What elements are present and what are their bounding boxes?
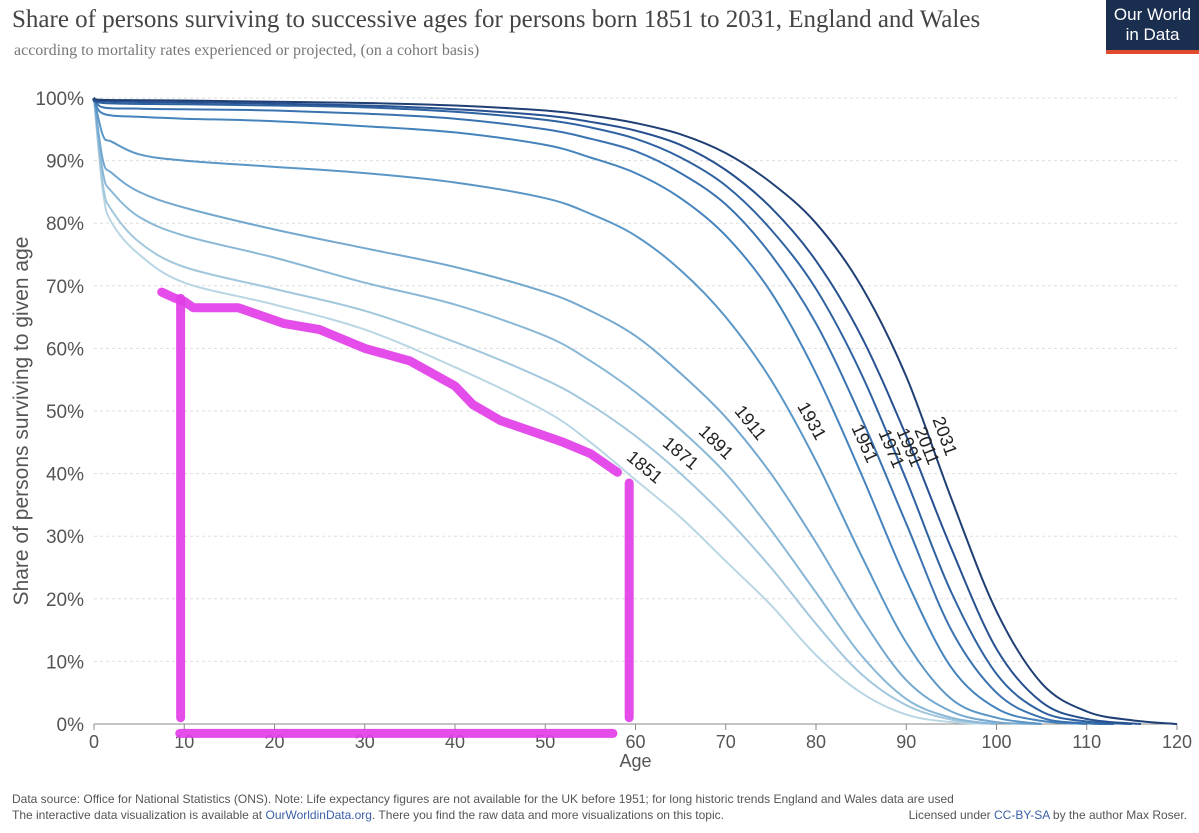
owid-logo[interactable]: Our World in Data xyxy=(1106,0,1199,54)
grid-lines xyxy=(94,97,1177,725)
x-tick-label: 90 xyxy=(896,732,916,752)
series-line-1871[interactable] xyxy=(93,97,997,725)
series-label-1931: 1931 xyxy=(793,398,830,443)
logo-accent-bar xyxy=(1106,50,1199,54)
x-tick-label: 0 xyxy=(89,732,99,752)
x-tick-label: 120 xyxy=(1162,732,1192,752)
y-tick-label: 50% xyxy=(46,402,84,423)
series-label-1951: 1951 xyxy=(847,421,882,466)
y-axis-ticks: 0% 10% 20% 30% 40% 50% 60% 70% 80% 90% 100% xyxy=(35,89,84,736)
license-prefix: Licensed under xyxy=(908,808,995,822)
x-axis-label: Age xyxy=(619,751,651,771)
x-tick-label: 110 xyxy=(1072,732,1101,752)
y-tick-label: 30% xyxy=(46,527,84,548)
x-tick-label: 60 xyxy=(625,732,645,752)
highlight-curve xyxy=(157,287,622,477)
interactive-prefix: The interactive data visualization is av… xyxy=(12,808,266,822)
chart-title: Share of persons surviving to successive… xyxy=(12,6,981,33)
series-line-1911[interactable] xyxy=(93,97,1042,725)
footer-interactive: The interactive data visualization is av… xyxy=(12,808,724,822)
footer-license: Licensed under CC-BY-SA by the author Ma… xyxy=(909,808,1187,822)
series-line-1891[interactable] xyxy=(93,97,997,725)
series-line-2011[interactable] xyxy=(92,97,1141,725)
series-line-1851[interactable] xyxy=(93,97,997,725)
interactive-suffix: . There you find the raw data and more v… xyxy=(371,808,724,822)
chart-subtitle: according to mortality rates experienced… xyxy=(14,42,480,59)
y-tick-label: 0% xyxy=(57,715,85,736)
x-tick-label: 100 xyxy=(981,732,1011,752)
license-suffix: by the author Max Roser. xyxy=(1049,808,1187,822)
y-tick-label: 70% xyxy=(46,277,84,298)
owid-link[interactable]: OurWorldinData.org xyxy=(265,808,372,822)
series-line-1991[interactable] xyxy=(92,97,1132,725)
y-tick-label: 80% xyxy=(46,214,84,235)
license-link[interactable]: CC-BY-SA xyxy=(994,808,1050,822)
y-tick-label: 20% xyxy=(46,590,84,611)
series-line-1931[interactable] xyxy=(93,97,1042,725)
x-tick-label: 80 xyxy=(806,732,826,752)
series-line-1951[interactable] xyxy=(93,97,1087,725)
y-tick-label: 10% xyxy=(46,652,84,673)
highlight-annotation xyxy=(157,287,634,738)
survival-chart: 0%10%20%30%40%50%60%70%80%90%100% 0 10 20 3… xyxy=(10,89,1192,771)
series-label-1911: 1911 xyxy=(731,401,771,444)
footer-source: Data source: Office for National Statist… xyxy=(12,792,954,806)
y-tick-label: 100% xyxy=(35,89,84,110)
y-tick-label: 60% xyxy=(46,339,84,360)
series-lines xyxy=(92,97,1178,726)
x-axis-ticks: 0 10 20 30 40 50 60 70 80 90 100 110 120 xyxy=(89,723,1192,752)
logo-line-2: in Data xyxy=(1125,25,1180,44)
series-label-1871: 1871 xyxy=(659,433,703,474)
y-tick-label: 40% xyxy=(46,465,84,486)
series-line-1971[interactable] xyxy=(93,97,1114,726)
y-axis-label: Share of persons surviving to given age xyxy=(10,237,33,606)
series-line-2031[interactable] xyxy=(92,97,1178,725)
logo-line-1: Our World xyxy=(1113,5,1192,24)
y-tick-label: 90% xyxy=(46,152,84,173)
x-tick-label: 70 xyxy=(716,732,736,752)
